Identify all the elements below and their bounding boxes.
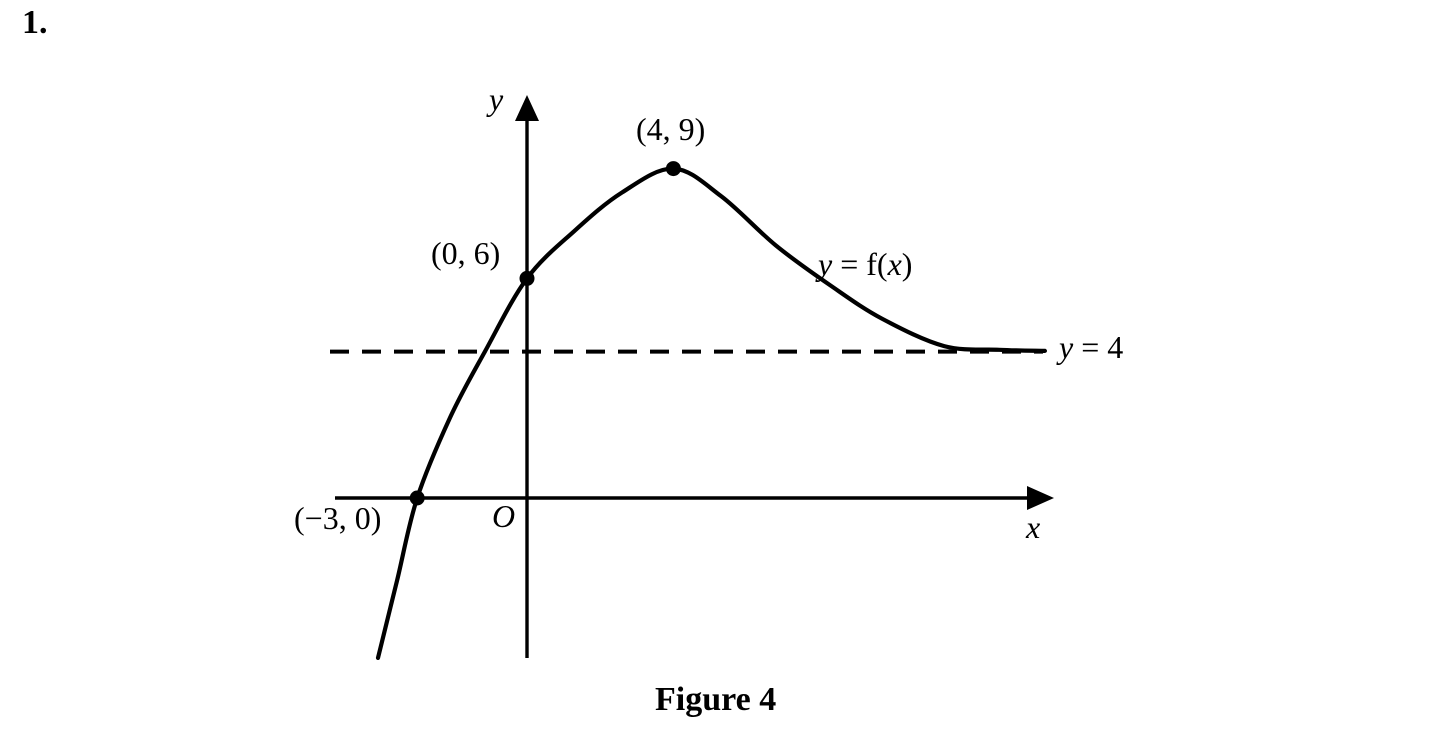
curve-equation-label: y = f(x) <box>818 246 913 282</box>
curve-label-y: y <box>818 246 833 282</box>
point-label-x-intercept: (−3, 0) <box>294 500 382 536</box>
curve-label-close-paren: ) <box>901 246 913 282</box>
asymptote-label-equals-4: = 4 <box>1073 329 1124 365</box>
curve-label-x: x <box>887 246 902 282</box>
asymptote-label-y: y <box>1059 329 1074 365</box>
marked-point-dot-local-maximum <box>665 161 681 177</box>
x-axis-label: x <box>1026 509 1041 545</box>
curve-label-equals-f: = f( <box>832 246 888 282</box>
function-curve <box>375 166 1047 660</box>
origin-label: O <box>492 498 516 534</box>
y-axis-arrowhead <box>515 95 539 121</box>
asymptote-label: y = 4 <box>1059 329 1124 365</box>
point-label-maximum: (4, 9) <box>636 111 706 147</box>
point-label-y-intercept: (0, 6) <box>431 235 501 271</box>
figure-caption: Figure 4 <box>655 681 777 718</box>
y-axis-label: y <box>489 81 504 117</box>
marked-point-dot-y-intercept <box>519 270 535 286</box>
question-number: 1. <box>22 4 48 41</box>
x-axis-arrowhead <box>1027 486 1054 510</box>
marked-point-dot-x-intercept <box>409 490 425 506</box>
